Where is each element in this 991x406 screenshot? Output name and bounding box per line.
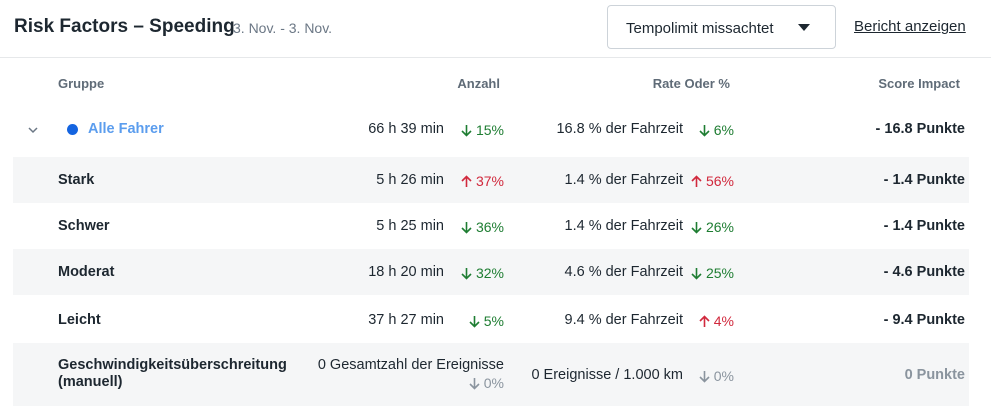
date-range: 3. Nov. - 3. Nov. <box>233 20 333 36</box>
table-row: Moderat 18 h 20 min 32% 4.6 % der Fahrze… <box>13 249 969 295</box>
arrow-down-icon <box>461 221 472 234</box>
score-value: 0 Punkte <box>904 367 965 383</box>
count-value: 5 h 26 min <box>376 172 444 188</box>
group-name: Stark <box>58 172 95 188</box>
arrow-up-icon <box>461 174 472 187</box>
table-row: Stark 5 h 26 min 37% 1.4 % der Fahrzeit … <box>13 157 969 203</box>
arrow-down-icon <box>699 124 710 137</box>
rate-change: 26% <box>691 219 734 235</box>
column-header-score[interactable]: Score Impact <box>878 76 960 91</box>
risk-type-select[interactable]: Tempolimit missachtet <box>607 5 836 49</box>
rate-change: 56% <box>691 173 734 189</box>
select-value: Tempolimit missachtet <box>626 20 774 37</box>
score-value: - 1.4 Punkte <box>883 218 965 234</box>
rate-value: 16.8 % der Fahrzeit <box>556 121 683 137</box>
rate-value: 4.6 % der Fahrzeit <box>564 264 683 280</box>
table-row: 66 h 39 min 15% 16.8 % der Fahrzeit 6% -… <box>13 107 969 153</box>
arrow-down-icon <box>469 377 480 390</box>
arrow-up-icon <box>699 314 710 327</box>
rate-value: 0 Ereignisse / 1.000 km <box>531 367 683 383</box>
count-value: 18 h 20 min <box>368 264 444 280</box>
arrow-down-icon <box>691 221 702 234</box>
table-row: Geschwindigkeitsüberschreitung (manuell)… <box>13 343 969 406</box>
arrow-down-icon <box>461 267 472 280</box>
arrow-down-icon <box>691 267 702 280</box>
score-value: - 1.4 Punkte <box>883 172 965 188</box>
rate-value: 1.4 % der Fahrzeit <box>564 218 683 234</box>
group-name-line2: (manuell) <box>58 374 123 390</box>
count-value: 66 h 39 min <box>368 121 444 137</box>
score-value: - 9.4 Punkte <box>883 312 965 328</box>
arrow-down-icon <box>461 124 472 137</box>
arrow-down-icon <box>699 370 710 383</box>
page-header: Risk Factors – Speeding 3. Nov. - 3. Nov… <box>0 0 991 58</box>
count-change: 32% <box>461 265 504 281</box>
count-change: 0% <box>469 375 504 391</box>
group-name-line1: Geschwindigkeitsüberschreitung <box>58 357 287 373</box>
rate-change: 25% <box>691 265 734 281</box>
arrow-up-icon <box>691 174 702 187</box>
count-change: 36% <box>461 219 504 235</box>
group-name: Schwer <box>58 218 110 234</box>
count-value: 37 h 27 min <box>368 312 444 328</box>
group-name: Leicht <box>58 312 101 328</box>
rate-change: 6% <box>699 122 734 138</box>
rate-value: 1.4 % der Fahrzeit <box>564 172 683 188</box>
view-report-link[interactable]: Bericht anzeigen <box>854 18 966 35</box>
group-name: Moderat <box>58 264 115 280</box>
score-value: - 16.8 Punkte <box>875 121 965 137</box>
group-name-link[interactable]: Alle Fahrer <box>88 121 164 137</box>
count-value: 0 Gesamtzahl der Ereignisse <box>317 357 504 373</box>
rate-value: 9.4 % der Fahrzeit <box>564 312 683 328</box>
column-header-count[interactable]: Anzahl <box>457 76 500 91</box>
score-value: - 4.6 Punkte <box>883 264 965 280</box>
count-change: 37% <box>461 173 504 189</box>
column-header-rate[interactable]: Rate Oder % <box>652 76 730 91</box>
count-value: 5 h 25 min <box>376 218 444 234</box>
table-row: Schwer 5 h 25 min 36% 1.4 % der Fahrzeit… <box>13 203 969 249</box>
column-header-group[interactable]: Gruppe <box>58 76 105 91</box>
table-row: Leicht 37 h 27 min 5% 9.4 % der Fahrzeit… <box>13 295 969 343</box>
group-color-dot <box>67 124 78 135</box>
rate-change: 0% <box>699 368 734 384</box>
rate-change: 4% <box>699 313 734 329</box>
arrow-down-icon <box>469 315 480 328</box>
caret-down-icon <box>798 24 810 31</box>
chevron-down-icon[interactable] <box>28 125 38 135</box>
page-title: Risk Factors – Speeding <box>14 16 235 37</box>
count-change: 5% <box>469 313 504 329</box>
count-change: 15% <box>461 122 504 138</box>
